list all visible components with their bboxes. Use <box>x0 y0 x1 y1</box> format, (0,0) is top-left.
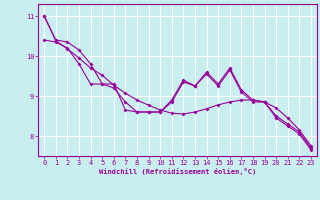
X-axis label: Windchill (Refroidissement éolien,°C): Windchill (Refroidissement éolien,°C) <box>99 168 256 175</box>
